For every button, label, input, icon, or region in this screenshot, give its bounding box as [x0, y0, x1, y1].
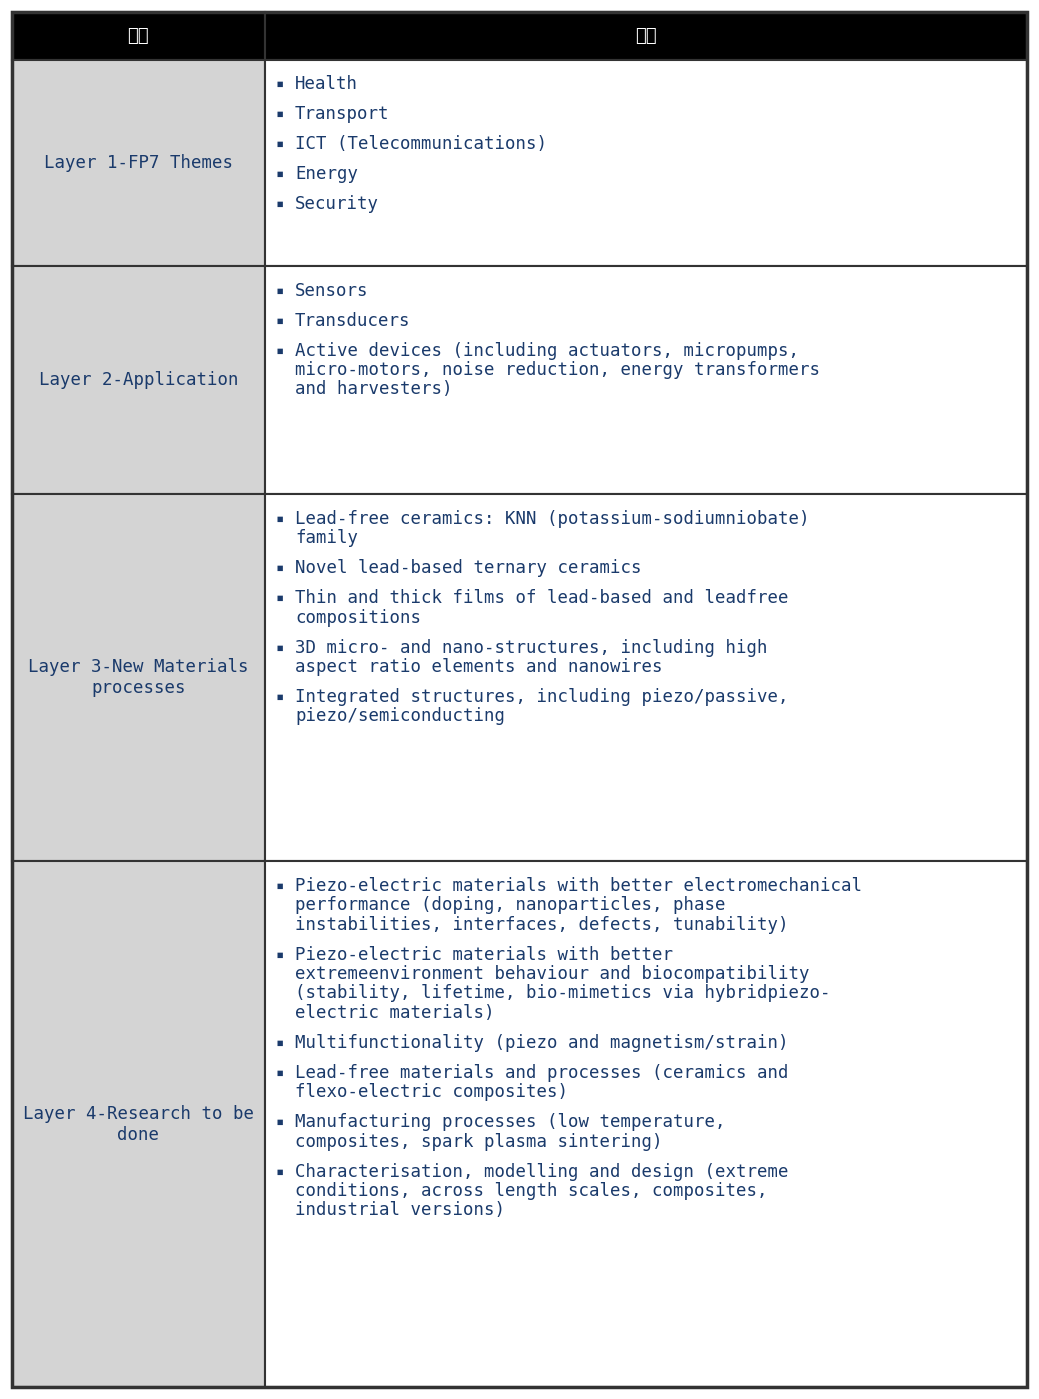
Text: Piezo-electric materials with better electromechanical: Piezo-electric materials with better ele…	[295, 877, 862, 895]
Bar	[12, 266, 265, 494]
Text: ▪: ▪	[275, 197, 284, 211]
Text: piezo/semiconducting: piezo/semiconducting	[295, 708, 505, 725]
Text: Security: Security	[295, 196, 379, 213]
Text: Characterisation, modelling and design (extreme: Characterisation, modelling and design (…	[295, 1163, 789, 1181]
Text: ▪: ▪	[275, 947, 284, 961]
Bar	[265, 60, 1027, 266]
Text: Energy: Energy	[295, 165, 358, 183]
Bar	[12, 862, 265, 1386]
Text: Transducers: Transducers	[295, 312, 410, 330]
Bar	[265, 494, 1027, 862]
Text: Piezo-electric materials with better: Piezo-electric materials with better	[295, 946, 673, 964]
Text: ▪: ▪	[275, 1066, 284, 1080]
Text: ▪: ▪	[275, 344, 284, 358]
Text: 내용: 내용	[635, 27, 657, 45]
Text: Health: Health	[295, 76, 358, 94]
Bar	[265, 13, 1027, 60]
Text: ICT (Telecommunications): ICT (Telecommunications)	[295, 136, 547, 154]
Text: compositions: compositions	[295, 609, 421, 627]
Text: Lead-free ceramics: KNN (potassium-sodiumniobate): Lead-free ceramics: KNN (potassium-sodiu…	[295, 509, 809, 527]
Text: Sensors: Sensors	[295, 281, 369, 299]
Text: ▪: ▪	[275, 137, 284, 151]
Text: extremeenvironment behaviour and biocompatibility: extremeenvironment behaviour and biocomp…	[295, 965, 809, 983]
Text: ▪: ▪	[275, 561, 284, 575]
Text: Manufacturing processes (low temperature,: Manufacturing processes (low temperature…	[295, 1114, 725, 1132]
Text: Novel lead-based ternary ceramics: Novel lead-based ternary ceramics	[295, 560, 641, 578]
Text: ▪: ▪	[275, 1115, 284, 1129]
Text: industrial versions): industrial versions)	[295, 1202, 505, 1220]
Text: micro-motors, noise reduction, energy transformers: micro-motors, noise reduction, energy tr…	[295, 361, 820, 379]
Bar	[265, 266, 1027, 494]
Text: family: family	[295, 529, 358, 547]
Text: Thin and thick films of lead-based and leadfree: Thin and thick films of lead-based and l…	[295, 589, 789, 607]
Text: Layer 1-FP7 Themes: Layer 1-FP7 Themes	[44, 154, 233, 172]
Text: ▪: ▪	[275, 284, 284, 298]
Text: 3D micro- and nano-structures, including high: 3D micro- and nano-structures, including…	[295, 638, 768, 656]
Text: performance (doping, nanoparticles, phase: performance (doping, nanoparticles, phas…	[295, 897, 725, 915]
Text: ▪: ▪	[275, 512, 284, 526]
Text: (stability, lifetime, bio-mimetics via hybridpiezo-: (stability, lifetime, bio-mimetics via h…	[295, 985, 830, 1003]
Text: Layer 4-Research to be
done: Layer 4-Research to be done	[23, 1105, 254, 1143]
Text: ▪: ▪	[275, 77, 284, 91]
Text: and harvesters): and harvesters)	[295, 381, 452, 399]
Text: ▪: ▪	[275, 1164, 284, 1178]
Text: aspect ratio elements and nanowires: aspect ratio elements and nanowires	[295, 658, 663, 676]
Text: Transport: Transport	[295, 105, 390, 123]
Text: ▪: ▪	[275, 168, 284, 182]
Text: ▪: ▪	[275, 592, 284, 606]
Bar	[12, 494, 265, 862]
Bar	[12, 60, 265, 266]
Text: Multifunctionality (piezo and magnetism/strain): Multifunctionality (piezo and magnetism/…	[295, 1034, 789, 1052]
Text: composites, spark plasma sintering): composites, spark plasma sintering)	[295, 1133, 663, 1150]
Text: ▪: ▪	[275, 641, 284, 655]
Text: conditions, across length scales, composites,: conditions, across length scales, compos…	[295, 1182, 768, 1200]
Text: ▪: ▪	[275, 1035, 284, 1049]
Text: Layer 3-New Materials
processes: Layer 3-New Materials processes	[28, 659, 248, 697]
Text: 구분: 구분	[128, 27, 150, 45]
Text: instabilities, interfaces, defects, tunability): instabilities, interfaces, defects, tuna…	[295, 915, 789, 933]
Text: ▪: ▪	[275, 690, 284, 704]
Text: flexo-electric composites): flexo-electric composites)	[295, 1083, 568, 1101]
Text: electric materials): electric materials)	[295, 1003, 495, 1021]
Text: Integrated structures, including piezo/passive,: Integrated structures, including piezo/p…	[295, 688, 789, 706]
Text: ▪: ▪	[275, 313, 284, 327]
Text: Lead-free materials and processes (ceramics and: Lead-free materials and processes (ceram…	[295, 1063, 789, 1081]
Text: Active devices (including actuators, micropumps,: Active devices (including actuators, mic…	[295, 341, 799, 360]
Bar	[12, 13, 265, 60]
Text: Layer 2-Application: Layer 2-Application	[38, 371, 238, 389]
Bar	[265, 862, 1027, 1386]
Text: ▪: ▪	[275, 108, 284, 122]
Text: ▪: ▪	[275, 879, 284, 893]
